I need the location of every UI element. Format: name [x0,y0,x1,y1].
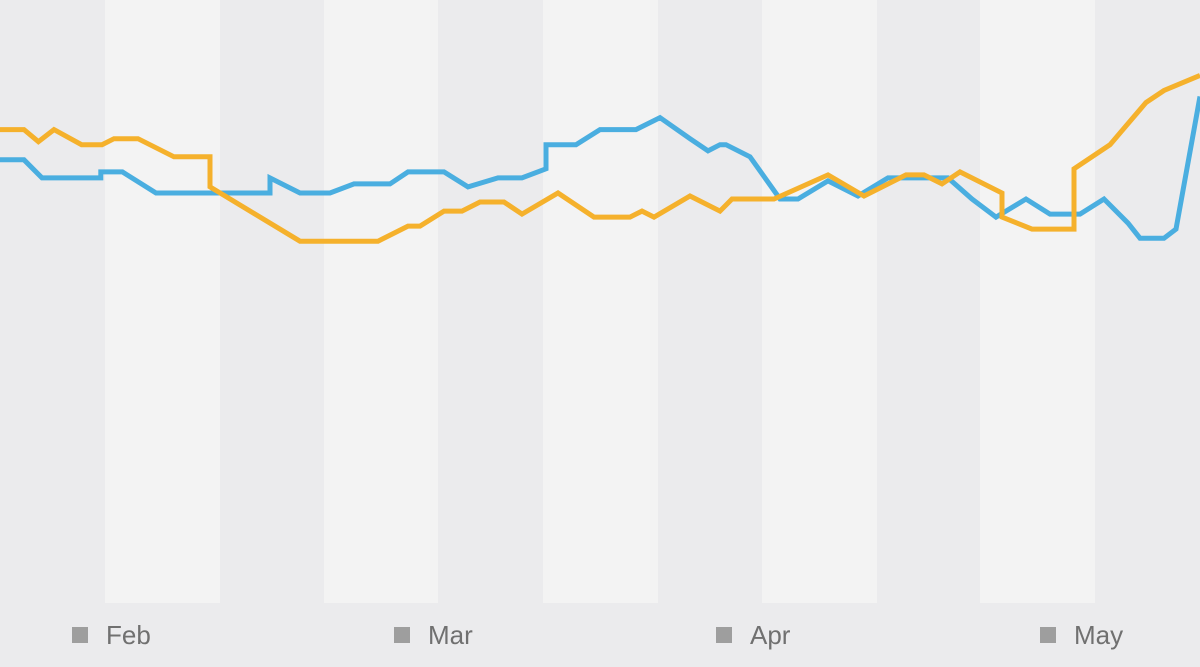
x-tick-marker [72,627,88,643]
background-band [543,0,658,603]
background-band [438,0,543,603]
background-band [658,0,762,603]
background-band [220,0,324,603]
series-lines [0,73,1200,244]
x-tick-label: May [1074,620,1123,650]
series-line-1 [0,96,1200,241]
x-tick-marker [1040,627,1056,643]
background-band [105,0,220,603]
series-line-2 [0,73,1200,244]
background-band [324,0,438,603]
background-band [1095,0,1200,603]
x-tick-marker [394,627,410,643]
x-tick-label: Mar [428,620,473,650]
x-tick-marker [716,627,732,643]
background-band [980,0,1095,603]
x-tick-label: Apr [750,620,791,650]
background-band [762,0,877,603]
background-bands [0,0,1200,603]
x-axis: Feb Mar Apr May [72,620,1123,650]
x-tick-label: Feb [106,620,151,650]
background-band [877,0,980,603]
background-band [0,0,105,603]
